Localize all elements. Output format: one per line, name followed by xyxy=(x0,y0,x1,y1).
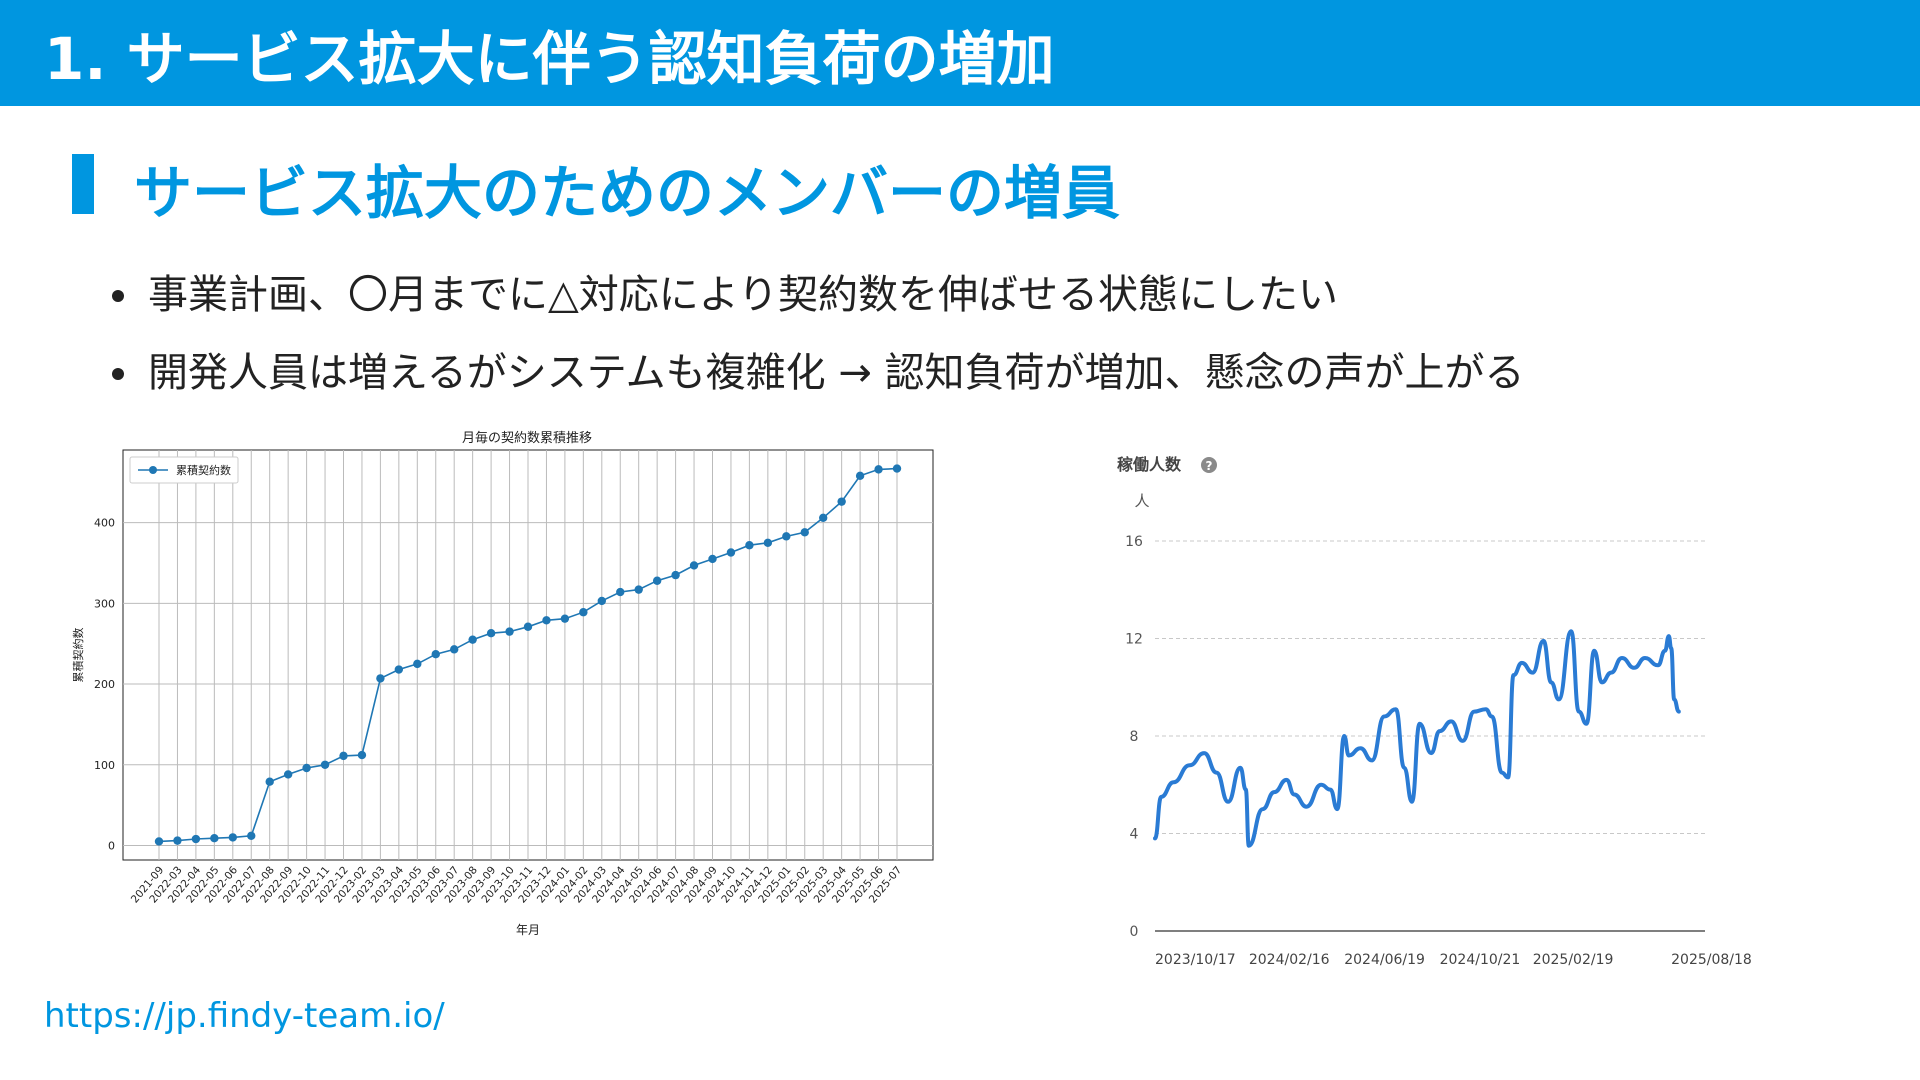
section-heading: サービス拡大のためのメンバーの増員 xyxy=(134,159,1121,227)
bullet-dot xyxy=(112,368,124,380)
chart1-gridlines xyxy=(123,450,933,860)
bullet-list: 事業計画、〇月までに△対応により契約数を伸ばせる状態にしたい 開発人員は増えるが… xyxy=(108,256,1525,412)
chart1-data-point xyxy=(357,750,367,760)
chart2-x-tick-label: 2024/06/19 xyxy=(1344,952,1425,968)
bullet-text: 事業計画、〇月までに△対応により契約数を伸ばせる状態にしたい xyxy=(148,272,1338,318)
chart2-x-tick-label: 2025/02/19 xyxy=(1533,952,1614,968)
chart1-legend: 累積契約数 xyxy=(129,456,239,484)
chart2-y-tick-label: 8 xyxy=(1130,729,1139,745)
chart1-data-point xyxy=(228,833,237,842)
chart2-title: 稼働人数 xyxy=(1117,455,1182,474)
chart1-legend-marker xyxy=(149,466,157,474)
footer-url-link[interactable]: https://jp.findy-team.io/ xyxy=(44,996,445,1036)
chart1-y-tick-label: 0 xyxy=(108,839,115,852)
chart1-data-point xyxy=(191,834,201,844)
chart1-data-point xyxy=(247,831,256,840)
chart1-y-ticks: 0 100 200 300 400 xyxy=(94,517,115,853)
help-icon[interactable]: ? xyxy=(1201,457,1217,473)
chart1-y-tick-label: 200 xyxy=(94,678,115,691)
chart1-data-points xyxy=(154,464,902,846)
chart1-data-point xyxy=(523,622,533,631)
chart1-data-point xyxy=(505,627,514,636)
chart1-data-point xyxy=(763,538,773,548)
chart2-series-line xyxy=(1153,629,1681,848)
chart1-data-point xyxy=(837,497,846,506)
chart1-data-point xyxy=(394,665,404,674)
chart1-data-point xyxy=(819,513,828,522)
chart1-data-point xyxy=(450,645,459,654)
svg-text:?: ? xyxy=(1206,459,1213,473)
chart1-data-point xyxy=(745,541,754,550)
chart1-data-point xyxy=(154,837,164,846)
heading-accent-bar xyxy=(72,154,94,214)
bullet-text: 開発人員は増えるがシステムも複雑化 → 認知負荷が増加、懸念の声が上がる xyxy=(148,350,1525,396)
chart2-y-tick-label: 4 xyxy=(1130,827,1139,843)
chart1-y-tick-label: 400 xyxy=(94,517,115,530)
chart1-data-point xyxy=(782,532,791,541)
chart1-y-axis-label: 累積契約数 xyxy=(71,628,85,683)
bullet-item: 開発人員は増えるがシステムも複雑化 → 認知負荷が増加、懸念の声が上がる xyxy=(108,334,1525,412)
bullet-dot xyxy=(112,290,124,302)
chart1-data-point xyxy=(339,751,348,761)
chart2-unit-label: 人 xyxy=(1134,492,1149,510)
slide-title: 1. サービス拡大に伴う認知負荷の増加 xyxy=(44,25,1055,93)
chart1-data-point xyxy=(468,635,477,644)
chart1-data-point xyxy=(671,570,680,580)
bullet-item: 事業計画、〇月までに△対応により契約数を伸ばせる状態にしたい xyxy=(108,256,1525,334)
chart1-data-point xyxy=(616,587,625,597)
title-bar: 1. サービス拡大に伴う認知負荷の増加 xyxy=(0,0,1920,106)
chart1-y-tick-label: 300 xyxy=(94,597,115,610)
chart2-x-ticks: 2023/10/17 2024/02/16 2024/06/19 2024/10/21… xyxy=(1155,952,1752,968)
chart2-y-tick-label: 12 xyxy=(1125,632,1143,648)
chart1-data-point xyxy=(579,608,588,617)
chart1-data-point xyxy=(874,465,883,474)
chart1-data-point xyxy=(708,554,717,564)
chart1-data-point xyxy=(542,616,551,625)
chart1-data-point xyxy=(431,649,440,659)
chart1-y-tick-label: 100 xyxy=(94,759,115,772)
chart1-x-axis-label: 年月 xyxy=(516,923,540,937)
chart1-legend-box xyxy=(129,456,239,484)
chart1-x-ticks: 2021-092022-032022-042022-052022-062022-… xyxy=(129,864,904,906)
chart1-data-point xyxy=(652,576,662,585)
chart1-data-point xyxy=(892,464,902,473)
chart1-data-point xyxy=(855,471,865,481)
chart1-data-point xyxy=(597,596,606,606)
chart1-data-point xyxy=(376,674,385,683)
chart2-x-tick-label: 2023/10/17 xyxy=(1155,952,1236,968)
chart1-data-point xyxy=(283,770,293,779)
chart2-gridlines xyxy=(1155,540,1705,932)
chart2-y-ticks: 0 4 8 12 16 xyxy=(1125,534,1143,940)
chart2-x-tick-label: 2024/02/16 xyxy=(1249,952,1330,968)
chart2-y-tick-label: 16 xyxy=(1125,534,1143,550)
chart1-data-point xyxy=(800,528,809,537)
chart1-title: 月毎の契約数累積推移 xyxy=(462,430,592,446)
chart2-x-tick-label: 2024/10/21 xyxy=(1440,952,1521,968)
chart1-data-point xyxy=(726,548,736,557)
chart1-data-point xyxy=(302,763,311,773)
chart1-legend-label: 累積契約数 xyxy=(176,463,231,477)
chart1-data-point xyxy=(173,836,182,845)
chart1-data-point xyxy=(413,659,422,669)
cumulative-contracts-chart: 月毎の契約数累積推移 0 100 200 300 400 2021-092022-032… xyxy=(71,430,934,937)
chart1-data-point xyxy=(634,585,643,594)
chart2-y-tick-label: 0 xyxy=(1130,924,1139,940)
chart2-x-tick-label: 2025/08/18 xyxy=(1671,952,1752,968)
chart1-data-point xyxy=(210,834,219,843)
chart1-data-point xyxy=(560,614,570,623)
chart1-data-point xyxy=(320,760,330,769)
chart1-data-point xyxy=(689,561,699,570)
chart1-data-point xyxy=(486,629,496,638)
chart1-data-point xyxy=(265,777,274,786)
